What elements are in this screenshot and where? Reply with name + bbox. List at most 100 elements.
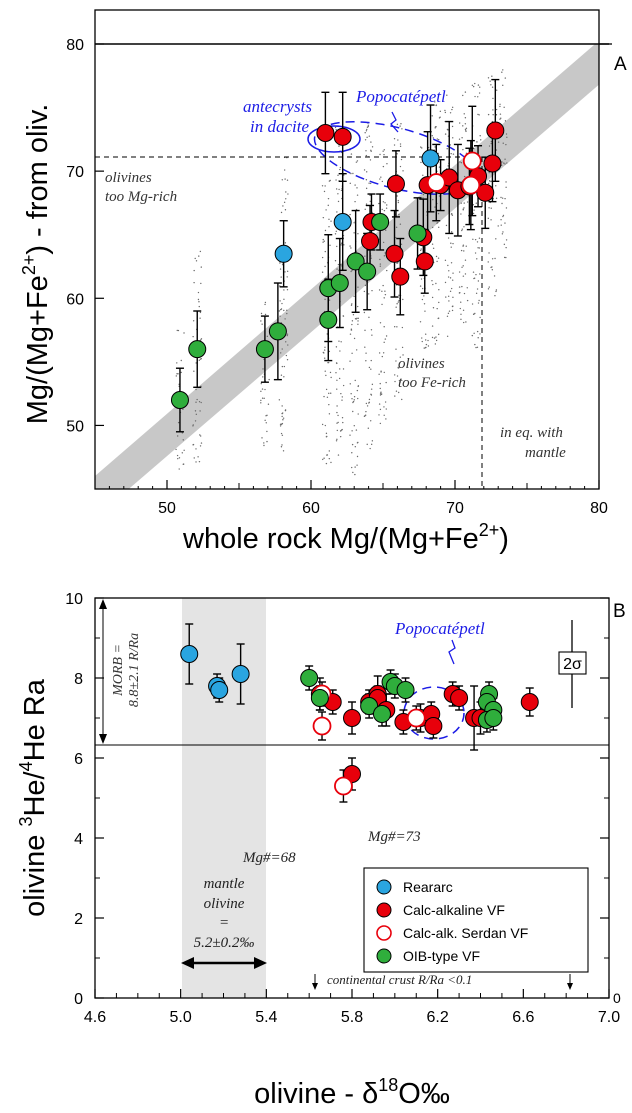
spread-dot bbox=[364, 414, 367, 416]
spread-dot bbox=[343, 244, 345, 246]
spread-dot bbox=[462, 309, 465, 311]
spread-dot bbox=[176, 329, 178, 332]
annotation-popocatepetl-b: Popocatépetl bbox=[394, 619, 485, 638]
panel-label-a: A bbox=[614, 54, 627, 75]
y-tick-label-b: 2 bbox=[74, 911, 83, 928]
spread-dot bbox=[487, 77, 490, 79]
spread-dot bbox=[354, 318, 357, 320]
spread-dot bbox=[366, 405, 369, 407]
spread-dot bbox=[491, 258, 494, 260]
spread-dot bbox=[495, 238, 497, 240]
spread-dot bbox=[328, 413, 331, 415]
spread-dot bbox=[383, 153, 385, 156]
x-tick-label-b: 5.4 bbox=[255, 1009, 277, 1026]
spread-dot bbox=[380, 371, 382, 373]
spread-dot bbox=[462, 148, 464, 151]
spread-dot bbox=[340, 189, 343, 192]
spread-dot bbox=[505, 186, 507, 188]
spread-dot bbox=[461, 228, 464, 230]
spread-dot bbox=[340, 341, 342, 343]
spread-dot bbox=[476, 141, 478, 143]
spread-dot bbox=[461, 266, 463, 268]
spread-dot bbox=[381, 355, 383, 358]
spread-dot bbox=[351, 430, 353, 432]
spread-dot bbox=[436, 138, 439, 140]
spread-dot bbox=[379, 263, 382, 265]
spread-dot bbox=[281, 302, 283, 305]
spread-dot bbox=[474, 252, 477, 254]
y-axis-label-b: olivine 3He/4He Ra bbox=[16, 678, 51, 917]
spread-dot bbox=[286, 276, 288, 278]
spread-dot bbox=[356, 305, 359, 308]
spread-dot bbox=[480, 139, 482, 141]
annotation-mantle-1: in eq. with bbox=[500, 425, 563, 441]
spread-dot bbox=[438, 301, 440, 304]
spread-dot bbox=[378, 373, 380, 376]
spread-dot bbox=[265, 415, 267, 417]
spread-dot bbox=[506, 136, 508, 139]
spread-dot bbox=[284, 409, 287, 412]
spread-dot bbox=[383, 297, 385, 299]
spread-dot bbox=[283, 289, 285, 291]
spread-dot bbox=[445, 224, 448, 227]
spread-dot bbox=[194, 257, 196, 260]
spread-dot bbox=[505, 256, 507, 259]
spread-dot bbox=[355, 161, 358, 163]
spread-dot bbox=[371, 440, 374, 442]
spread-dot bbox=[444, 109, 446, 112]
point-reararc bbox=[274, 244, 293, 263]
spread-dot bbox=[397, 366, 399, 369]
spread-dot bbox=[324, 424, 327, 427]
y-tick-label-a: 50 bbox=[66, 418, 84, 435]
spread-dot bbox=[321, 423, 324, 426]
spread-dot bbox=[505, 181, 507, 183]
spread-dot bbox=[177, 373, 179, 375]
spread-dot bbox=[424, 333, 427, 335]
x-tick-label-a: 70 bbox=[446, 500, 464, 517]
spread-dot bbox=[338, 340, 340, 342]
spread-dot bbox=[488, 172, 490, 174]
spread-dot bbox=[397, 262, 399, 264]
point-oib-type-vf bbox=[484, 709, 503, 727]
spread-dot bbox=[281, 412, 283, 415]
point-calc-alk-serdan-vf bbox=[461, 175, 481, 195]
spread-dot bbox=[431, 296, 434, 299]
spread-dot bbox=[460, 249, 463, 252]
spread-dot bbox=[335, 129, 337, 131]
spread-dot bbox=[504, 197, 506, 200]
spread-dot bbox=[476, 346, 479, 348]
spread-dot bbox=[364, 255, 366, 257]
point-reararc bbox=[421, 149, 440, 168]
spread-dot bbox=[263, 442, 265, 444]
point-calc-alkaline-vf bbox=[424, 717, 443, 735]
spread-dot bbox=[446, 315, 449, 317]
spread-dot bbox=[397, 199, 399, 202]
spread-dot bbox=[355, 349, 358, 351]
spread-dot bbox=[398, 299, 400, 302]
spread-dot bbox=[286, 270, 289, 273]
spread-dot bbox=[280, 446, 283, 448]
spread-dot bbox=[492, 97, 494, 100]
spread-dot bbox=[505, 239, 508, 241]
spread-dot bbox=[370, 388, 373, 390]
spread-dot bbox=[199, 445, 202, 447]
spread-dot bbox=[431, 115, 433, 117]
spread-dot bbox=[497, 225, 499, 227]
legend-label-oib: OIB-type VF bbox=[403, 948, 480, 964]
spread-dot bbox=[337, 421, 339, 424]
annotation-antecrysts-1: antecrysts bbox=[243, 97, 312, 116]
point-oib-type-vf bbox=[371, 213, 390, 231]
spread-dot bbox=[473, 277, 475, 280]
spread-dot bbox=[450, 262, 453, 264]
spread-dot bbox=[432, 307, 435, 309]
two-sigma-label: 2σ bbox=[563, 656, 582, 673]
y-tick-label-b: 8 bbox=[74, 671, 83, 688]
spread-dot bbox=[352, 471, 354, 474]
spread-dot bbox=[353, 396, 356, 398]
spread-dot bbox=[450, 242, 452, 244]
spread-dot bbox=[488, 286, 490, 288]
spread-dot bbox=[505, 207, 508, 209]
spread-dot bbox=[369, 420, 372, 422]
annotation-morb-2: 8.8±2.1 R/Ra bbox=[127, 633, 142, 707]
spread-dot bbox=[336, 362, 338, 365]
